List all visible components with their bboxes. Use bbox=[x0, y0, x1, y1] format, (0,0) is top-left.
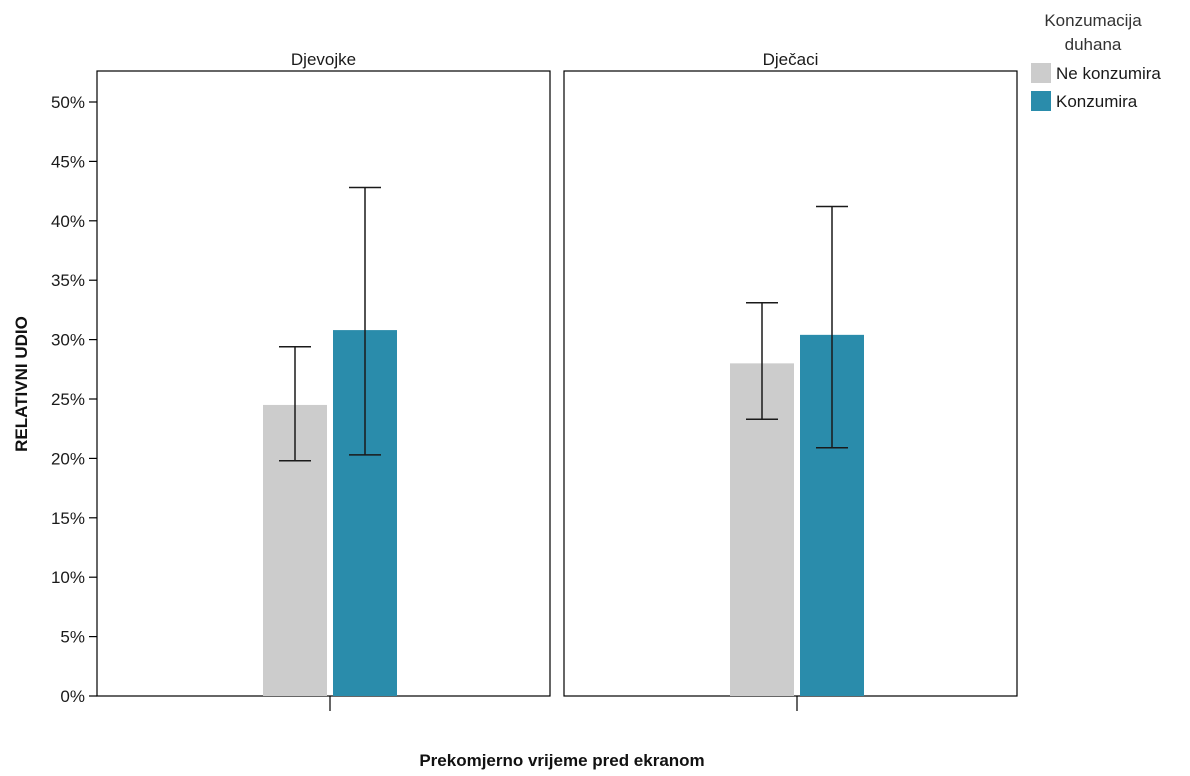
x-axis-title: Prekomjerno vrijeme pred ekranom bbox=[419, 751, 704, 770]
y-tick-label: 5% bbox=[60, 628, 85, 647]
panel-label: Djevojke bbox=[291, 50, 356, 69]
y-axis: 0% 5% 10% 15% 20% 25% 30% 35% 40% 45% 50% bbox=[51, 93, 97, 706]
legend-label-konzumira: Konzumira bbox=[1056, 92, 1138, 111]
legend: Konzumacija duhana Ne konzumira Konzumira bbox=[1031, 11, 1161, 111]
y-tick-label: 40% bbox=[51, 212, 85, 231]
y-tick-label: 20% bbox=[51, 449, 85, 468]
y-tick-label: 25% bbox=[51, 390, 85, 409]
y-tick-label: 30% bbox=[51, 331, 85, 350]
panels-layer: Djevojke Dječaci bbox=[96, 50, 1018, 711]
panel-label: Dječaci bbox=[763, 50, 819, 69]
legend-swatch-konzumira bbox=[1031, 91, 1051, 111]
y-tick-label: 15% bbox=[51, 509, 85, 528]
legend-title-line1: Konzumacija bbox=[1044, 11, 1142, 30]
panel-djecaci: Dječaci bbox=[563, 50, 1018, 711]
y-tick-label: 0% bbox=[60, 687, 85, 706]
y-tick-label: 10% bbox=[51, 568, 85, 587]
legend-swatch-ne-konzumira bbox=[1031, 63, 1051, 83]
y-tick-label: 50% bbox=[51, 93, 85, 112]
panel-djevojke: Djevojke bbox=[96, 50, 551, 711]
y-tick-label: 45% bbox=[51, 152, 85, 171]
y-tick-label: 35% bbox=[51, 271, 85, 290]
legend-title-line2: duhana bbox=[1065, 35, 1122, 54]
y-axis-title: RELATIVNI UDIO bbox=[12, 316, 31, 452]
legend-label-ne-konzumira: Ne konzumira bbox=[1056, 64, 1161, 83]
